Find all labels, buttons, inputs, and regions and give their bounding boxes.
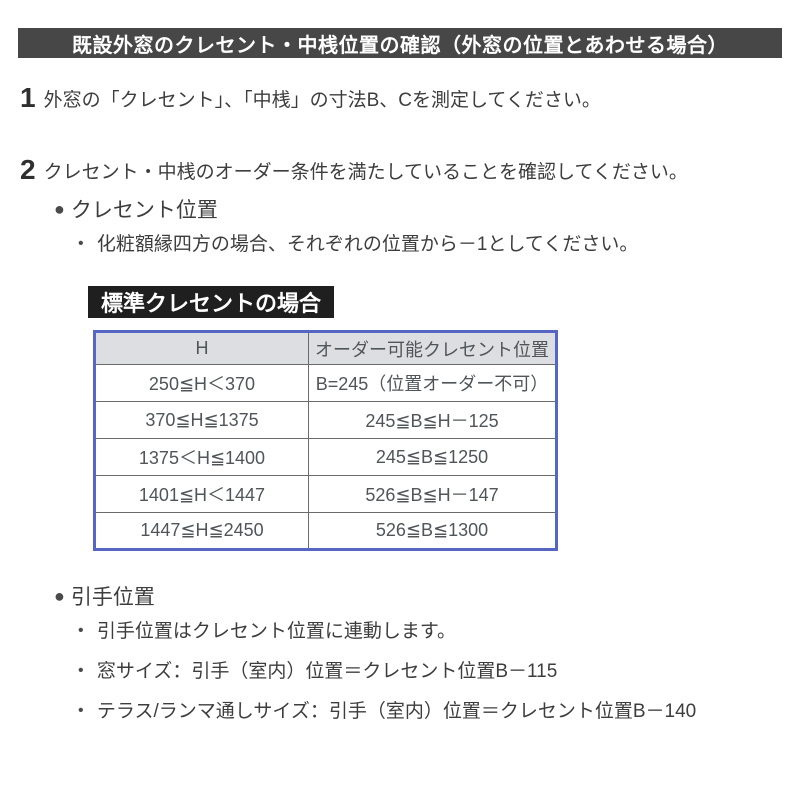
handle-note-2: 窓サイズ：引手（室内）位置＝クレセント位置B－115 (78, 656, 557, 683)
handle-note-1-text: 引手位置はクレセント位置に連動します。 (96, 621, 456, 642)
table-cell-h-range: 1375＜H≦1400 (94, 438, 309, 476)
table-cell-h-range: 1447≦H≦2450 (94, 512, 309, 550)
crescent-note: 化粧額縁四方の場合、それぞれの位置から－1としてください。 (78, 229, 638, 256)
handle-note-2-text: 窓サイズ：引手（室内）位置＝クレセント位置B－115 (96, 661, 558, 682)
step-2-text: クレセント・中桟のオーダー条件を満たしていることを確認してください。 (43, 162, 688, 183)
table-header-order: オーダー可能クレセント位置 (308, 331, 557, 365)
handle-note-3-text: テラス/ランマ通しサイズ：引手（室内）位置＝クレセント位置B－140 (96, 701, 697, 722)
standard-crescent-label: 標準クレセントの場合 (88, 286, 335, 318)
crescent-position-heading: ● クレセント位置 (54, 194, 218, 224)
handle-note-3: テラス/ランマ通しサイズ：引手（室内）位置＝クレセント位置B－140 (78, 696, 696, 723)
table-header-h: H (94, 331, 309, 365)
table-row: 250≦H＜370 B=245（位置オーダー不可） (94, 364, 557, 402)
table-cell-h-range: 1401≦H＜1447 (94, 475, 309, 513)
crescent-note-text: 化粧額縁四方の場合、それぞれの位置から－1としてください。 (96, 234, 639, 255)
table-cell-order-range: 245≦B≦1250 (308, 438, 557, 476)
step-1: 1 外窓の「クレセント」、「中桟」の寸法B、Cを測定してください。 (20, 84, 601, 116)
table-row: 370≦H≦1375 245≦B≦H－125 (94, 401, 557, 439)
page-title: 既設外窓のクレセント・中桟位置の確認（外窓の位置とあわせる場合） (18, 28, 782, 58)
table-cell-order-range: 245≦B≦H－125 (308, 401, 557, 439)
bullet-icon: ● (54, 199, 65, 219)
handle-note-1: 引手位置はクレセント位置に連動します。 (78, 616, 456, 643)
table-header-row: H オーダー可能クレセント位置 (94, 331, 557, 365)
table-row: 1401≦H＜1447 526≦B≦H－147 (94, 475, 557, 513)
table-cell-order-range: 526≦B≦H－147 (308, 475, 557, 513)
table-row: 1375＜H≦1400 245≦B≦1250 (94, 438, 557, 476)
table-cell-order-range: B=245（位置オーダー不可） (308, 364, 557, 402)
table-cell-h-range: 250≦H＜370 (94, 364, 309, 402)
bullet-icon: ● (54, 586, 65, 606)
crescent-heading-text: クレセント位置 (70, 199, 218, 222)
table-cell-order-range: 526≦B≦1300 (308, 512, 557, 550)
crescent-position-table: H オーダー可能クレセント位置 250≦H＜370 B=245（位置オーダー不可… (93, 330, 558, 551)
handle-position-heading: ● 引手位置 (54, 581, 155, 611)
step-1-number: 1 (20, 82, 36, 113)
step-2-number: 2 (20, 154, 36, 185)
page-title-text: 既設外窓のクレセント・中桟位置の確認（外窓の位置とあわせる場合） (72, 34, 728, 57)
step-2: 2 クレセント・中桟のオーダー条件を満たしていることを確認してください。 (20, 156, 688, 188)
table-cell-h-range: 370≦H≦1375 (94, 401, 309, 439)
handle-heading-text: 引手位置 (70, 586, 155, 609)
step-1-text: 外窓の「クレセント」、「中桟」の寸法B、Cを測定してください。 (43, 90, 601, 111)
standard-crescent-label-text: 標準クレセントの場合 (101, 291, 322, 316)
table-row: 1447≦H≦2450 526≦B≦1300 (94, 512, 557, 550)
